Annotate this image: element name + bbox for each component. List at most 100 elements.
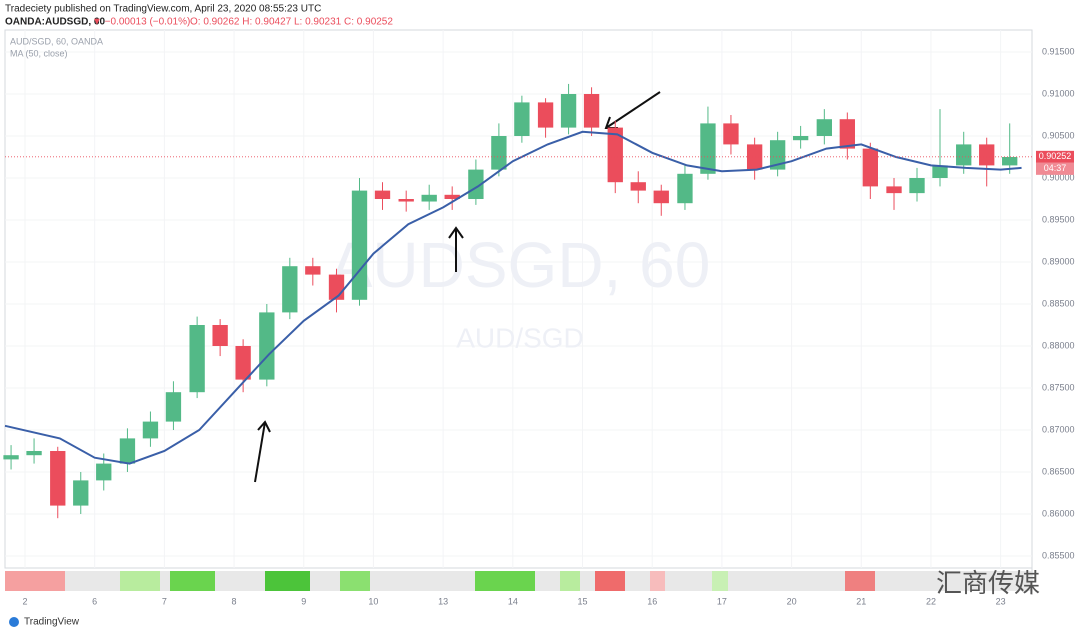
x-tick-label: 20 bbox=[787, 596, 797, 606]
candle-body bbox=[979, 144, 995, 166]
x-tick-label: 6 bbox=[92, 596, 97, 606]
x-tick-label: 8 bbox=[232, 596, 237, 606]
arrow bbox=[254, 420, 271, 483]
candle-body bbox=[677, 173, 693, 204]
candle-body bbox=[769, 140, 786, 170]
footer-brand: TradingView bbox=[9, 617, 80, 628]
candle-body bbox=[212, 324, 228, 346]
candle-body bbox=[282, 266, 298, 313]
candle-body bbox=[700, 123, 716, 174]
strip-block bbox=[265, 571, 310, 591]
candle-body bbox=[142, 421, 159, 439]
x-tick-label: 9 bbox=[301, 596, 306, 606]
candle-body bbox=[723, 123, 739, 145]
candle-body bbox=[444, 194, 460, 200]
arrow bbox=[448, 226, 464, 272]
x-tick-label: 13 bbox=[438, 596, 448, 606]
y-tick-label: 0.91500 bbox=[1042, 46, 1075, 56]
candle-body bbox=[96, 463, 112, 481]
y-tick-label: 0.86500 bbox=[1042, 466, 1075, 476]
candle-body bbox=[839, 119, 855, 149]
countdown-label: 04:37 bbox=[1044, 163, 1067, 173]
x-tick-label: 10 bbox=[368, 596, 378, 606]
strip-block bbox=[595, 571, 625, 591]
y-tick-label: 0.90000 bbox=[1042, 172, 1075, 182]
candle-body bbox=[932, 165, 948, 179]
countdown-badge bbox=[1036, 162, 1074, 175]
legend-symbol: AUD/SGD, 60, OANDA bbox=[10, 36, 103, 46]
strip-block bbox=[475, 571, 535, 591]
candle-body bbox=[792, 136, 809, 141]
candle-body bbox=[165, 392, 182, 422]
candle-body bbox=[653, 190, 669, 204]
strip-block bbox=[560, 571, 580, 591]
y-tick-label: 0.87000 bbox=[1042, 424, 1075, 434]
candle-body bbox=[73, 480, 89, 506]
ohlc: O: 0.90262 H: 0.90427 L: 0.90231 C: 0.90… bbox=[190, 17, 393, 28]
watermark-sub: AUD/SGD bbox=[456, 322, 584, 353]
candle-body bbox=[746, 144, 763, 170]
candle-body bbox=[398, 199, 414, 202]
moving-average bbox=[4, 130, 1022, 465]
candle-body bbox=[351, 190, 368, 300]
candle-body bbox=[491, 136, 507, 170]
candle-body bbox=[26, 450, 42, 456]
change: ▼ −0.00013 (−0.01%) bbox=[92, 17, 190, 28]
y-tick-label: 0.88500 bbox=[1042, 298, 1075, 308]
brand: TradingView bbox=[24, 617, 80, 628]
strip-block bbox=[845, 571, 875, 591]
candle-body bbox=[50, 450, 66, 506]
candle-body bbox=[3, 455, 19, 460]
candle-body bbox=[259, 312, 275, 380]
x-tick-label: 17 bbox=[717, 596, 727, 606]
wechat-watermark: 汇商传媒 bbox=[936, 568, 1040, 598]
candle-body bbox=[862, 148, 878, 187]
strip-block bbox=[120, 571, 160, 591]
candle-body bbox=[560, 94, 577, 128]
legend-ma: MA (50, close) bbox=[10, 48, 68, 58]
y-tick-label: 0.85500 bbox=[1042, 550, 1075, 560]
candle-body bbox=[909, 178, 925, 194]
candle-body bbox=[468, 169, 484, 200]
y-tick-label: 0.91000 bbox=[1042, 88, 1075, 98]
price-badge-label: 0.90252 bbox=[1039, 151, 1072, 161]
y-tick-label: 0.89500 bbox=[1042, 214, 1075, 224]
y-tick-label: 0.89000 bbox=[1042, 256, 1075, 266]
x-tick-label: 15 bbox=[578, 596, 588, 606]
y-tick-label: 0.88000 bbox=[1042, 340, 1075, 350]
x-tick-label: 23 bbox=[996, 596, 1006, 606]
candle-body bbox=[537, 102, 554, 128]
y-tick-label: 0.87500 bbox=[1042, 382, 1075, 392]
candle-body bbox=[956, 144, 972, 166]
price-badge bbox=[1036, 150, 1074, 163]
symbol: OANDA:AUDSGD, 60 bbox=[5, 17, 105, 28]
strip-block bbox=[340, 571, 370, 591]
x-tick-label: 14 bbox=[508, 596, 518, 606]
candle-body bbox=[119, 438, 136, 464]
x-tick-label: 7 bbox=[162, 596, 167, 606]
x-tick-label: 21 bbox=[856, 596, 866, 606]
strip-block bbox=[650, 571, 665, 591]
publisher: Tradeciety published on TradingView.com,… bbox=[5, 4, 321, 15]
y-tick-label: 0.90500 bbox=[1042, 130, 1075, 140]
x-tick-label: 16 bbox=[647, 596, 657, 606]
candle-body bbox=[583, 94, 600, 128]
candle-body bbox=[374, 190, 391, 200]
strip-block bbox=[5, 571, 65, 591]
candle-body bbox=[421, 194, 437, 202]
candle-body bbox=[630, 182, 646, 191]
strip-block bbox=[170, 571, 215, 591]
x-tick-label: 2 bbox=[22, 596, 27, 606]
watermark: AUDSGD, 60 bbox=[330, 229, 711, 301]
candle-body bbox=[305, 266, 321, 275]
x-tick-label: 22 bbox=[926, 596, 936, 606]
candle-body bbox=[607, 127, 623, 183]
candle-body bbox=[1002, 157, 1018, 166]
candle-body bbox=[235, 345, 251, 380]
strip-block bbox=[712, 571, 728, 591]
candle-body bbox=[816, 119, 832, 137]
candle-body bbox=[189, 324, 205, 393]
brand-icon bbox=[9, 617, 19, 627]
indicator-strip bbox=[5, 571, 1032, 591]
